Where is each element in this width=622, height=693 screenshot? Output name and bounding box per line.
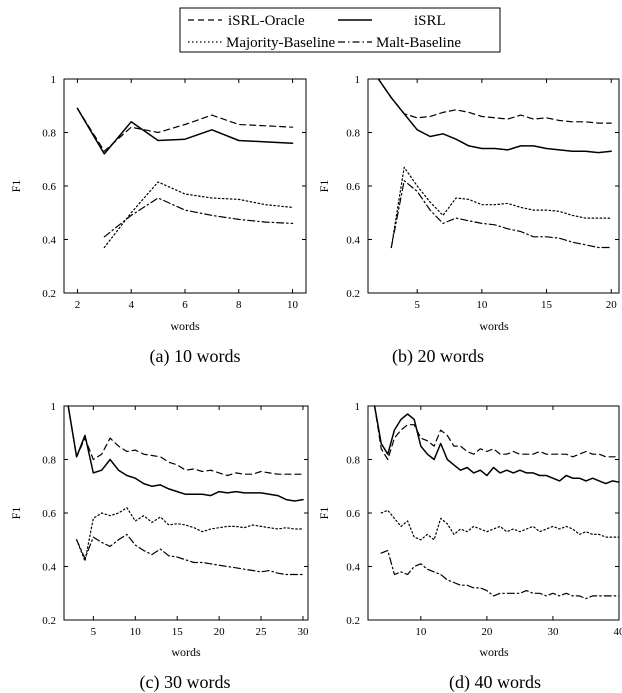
panel-b: 0.20.40.60.815 10 15 20 words F1 (b) 20 wor… <box>317 74 620 367</box>
panel-c-ylabel: F1 <box>9 507 23 520</box>
panel-c-ytick-label: 0.4 <box>42 562 56 574</box>
panel-b-ylabel: F1 <box>317 180 331 193</box>
panel-d-series-malt-baseline <box>380 549 620 600</box>
panel-c-xtick-label: 15 <box>172 626 184 638</box>
panel-a-series-malt-baseline <box>103 197 294 238</box>
panel-b-frame <box>367 78 620 294</box>
panel-c-series-malt-baseline <box>76 533 304 576</box>
panel-a-marks: 0.2 0.4 0.6 0.8 1 2 4 6 8 10 <box>42 74 306 311</box>
panel-a-ytick-label: 0.6 <box>42 181 56 193</box>
panel-a-frame <box>63 78 307 294</box>
panel-c-frame <box>63 405 309 621</box>
panel-a-series-majority-baseline <box>103 181 294 249</box>
panel-a-series-isrl <box>76 107 294 155</box>
panel-d-series-isrl <box>373 405 620 485</box>
panel-b-xtick-label: 20 <box>606 299 618 311</box>
panel-b-xlabel: words <box>479 319 509 333</box>
panel-d-xlabel: words <box>479 645 509 659</box>
panel-a-ylabel: F1 <box>9 180 23 193</box>
panel-b-series-majority-baseline <box>390 166 612 249</box>
panel-c-series-isrl <box>67 405 304 502</box>
panel-b-series-isrl <box>377 78 612 154</box>
panel-d-ytick-label: 0.2 <box>346 615 360 627</box>
legend: iSRL-Oracle iSRL Majority-Baseline Malt-… <box>179 7 501 53</box>
panel-a-xtick-label: 10 <box>287 299 299 311</box>
panel-a-series-isrl-oracle <box>76 107 294 152</box>
panel-a-xtick-label: 6 <box>182 299 188 311</box>
panel-b-ytick-label: 0.4 <box>346 235 360 247</box>
panel-c-ytick-label: 0.8 <box>42 455 56 467</box>
panel-a-caption: (a) 10 words <box>150 346 241 367</box>
panel-b-ytick-label: 0.8 <box>346 128 360 140</box>
panel-d-ylabel: F1 <box>317 507 331 520</box>
panel-a-ytick-label: 0.2 <box>42 288 56 300</box>
panel-b-ytick-label: 0.6 <box>346 181 360 193</box>
panel-d-caption: (d) 40 words <box>449 672 541 693</box>
panel-d-series-majority-baseline <box>380 509 620 541</box>
panel-b-caption: (b) 20 words <box>392 346 484 367</box>
panel-d-xtick-label: 10 <box>415 626 427 638</box>
panel-c-xtick-label: 30 <box>297 626 309 638</box>
legend-label-isrl: iSRL <box>414 13 446 29</box>
panel-d-ytick-label: 0.8 <box>346 455 360 467</box>
panel-d-ytick-label: 1 <box>355 401 361 413</box>
panel-b-ytick-label: 1 <box>355 74 361 86</box>
panel-b-xtick-label: 10 <box>476 299 488 311</box>
panel-c-series-isrl-oracle <box>67 405 304 477</box>
legend-label-isrl-oracle: iSRL-Oracle <box>228 13 305 29</box>
panel-c-xlabel: words <box>171 645 201 659</box>
panel-b-series-isrl-oracle <box>377 78 612 124</box>
panel-a-xtick-label: 4 <box>128 299 134 311</box>
legend-label-malt-baseline: Malt-Baseline <box>376 35 461 51</box>
legend-label-majority-baseline: Majority-Baseline <box>226 35 335 51</box>
panel-a-ytick-label: 1 <box>51 74 57 86</box>
panel-d-xtick-label: 20 <box>481 626 493 638</box>
panel-c-ytick-label: 0.6 <box>42 508 56 520</box>
panel-b-series-malt-baseline <box>390 180 612 249</box>
panel-a-ytick-label: 0.4 <box>42 235 56 247</box>
panel-d-xtick-label: 30 <box>547 626 559 638</box>
panel-d-frame <box>367 405 620 621</box>
panel-c-xtick-label: 25 <box>256 626 268 638</box>
panel-c: 0.20.40.60.815 10 15 20 25 30 words F1 (c) 30… <box>9 401 309 693</box>
panel-c-ytick-label: 1 <box>51 401 57 413</box>
panel-b-ytick-label: 0.2 <box>346 288 360 300</box>
panel-a-xtick-label: 8 <box>236 299 242 311</box>
panel-b-xtick-label: 15 <box>541 299 553 311</box>
panel-d-xtick-label: 40 <box>614 626 622 638</box>
panel-c-xtick-label: 10 <box>130 626 142 638</box>
panel-c-caption: (c) 30 words <box>140 672 231 693</box>
panel-b-marks: 0.20.40.60.815 10 15 20 <box>346 74 619 311</box>
panel-d-marks: 0.2 0.4 0.6 0.8 1 10 20 30 40 <box>346 401 622 638</box>
panel-c-ytick-label: 0.2 <box>42 615 56 627</box>
panel-c-marks: 0.20.40.60.815 10 15 20 25 30 <box>42 401 309 638</box>
panel-d-series-isrl-oracle <box>374 405 620 461</box>
panel-b-xtick-label: 5 <box>414 299 420 311</box>
panel-d: 0.2 0.4 0.6 0.8 1 10 20 30 40 words F1 (d) 40 wo… <box>317 401 622 693</box>
panel-a: 0.2 0.4 0.6 0.8 1 2 4 6 8 10 words F1 (a) 10 word… <box>9 74 307 367</box>
panel-c-xtick-label: 5 <box>91 626 97 638</box>
panel-a-xlabel: words <box>170 319 200 333</box>
panel-c-series-majority-baseline <box>76 507 304 562</box>
panel-d-ytick-label: 0.4 <box>346 562 360 574</box>
panel-d-ytick-label: 0.6 <box>346 508 360 520</box>
panel-a-xtick-label: 2 <box>75 299 81 311</box>
panel-c-xtick-label: 20 <box>214 626 226 638</box>
panel-a-ytick-label: 0.8 <box>42 128 56 140</box>
